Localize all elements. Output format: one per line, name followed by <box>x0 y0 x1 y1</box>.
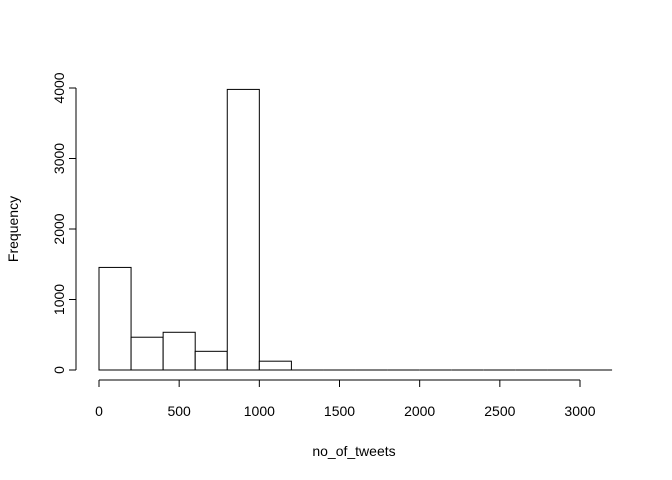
x-axis: 0 500 1000 1500 2000 2500 3000 <box>95 379 596 419</box>
y-tick-label-3: 3000 <box>51 143 67 174</box>
x-tick-label-1: 500 <box>167 403 191 419</box>
y-axis-title: Frequency <box>5 196 21 262</box>
y-tick-label-0: 0 <box>51 366 67 374</box>
histogram-bar-3 <box>194 350 228 371</box>
y-tick-label-1: 1000 <box>51 284 67 315</box>
x-tick-label-4: 2000 <box>404 403 435 419</box>
histogram-bars <box>98 88 613 371</box>
x-tick-label-5: 2500 <box>484 403 515 419</box>
x-tick-label-2: 1000 <box>244 403 275 419</box>
y-tick-label-2: 2000 <box>51 213 67 244</box>
histogram-bar-0 <box>98 266 132 371</box>
histogram-bar-4 <box>226 88 260 371</box>
histogram-bar-1 <box>130 336 164 371</box>
x-axis-title: no_of_tweets <box>312 443 395 459</box>
histogram-bar-2 <box>162 331 196 371</box>
y-axis: 0 1000 2000 3000 4000 <box>51 72 77 374</box>
x-tick-label-3: 1500 <box>324 403 355 419</box>
y-tick-label-4: 4000 <box>51 72 67 103</box>
x-tick-label-6: 3000 <box>564 403 595 419</box>
histogram-bar-5 <box>258 360 292 371</box>
x-tick-label-0: 0 <box>95 403 103 419</box>
